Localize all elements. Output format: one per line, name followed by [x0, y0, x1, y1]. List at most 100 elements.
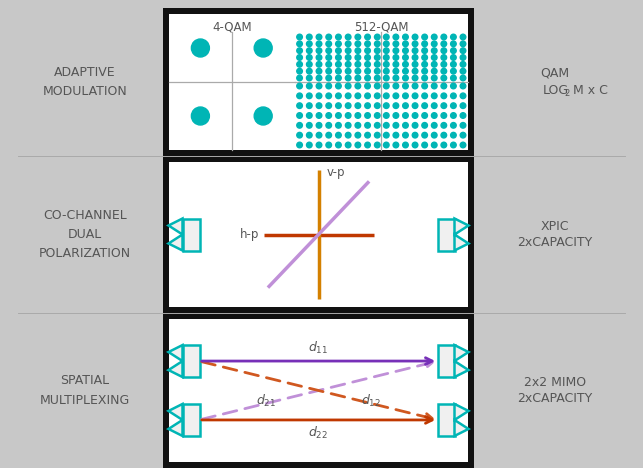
Circle shape	[451, 61, 457, 67]
Circle shape	[374, 55, 380, 60]
Circle shape	[403, 142, 408, 148]
Polygon shape	[168, 345, 183, 361]
Circle shape	[403, 123, 408, 128]
Bar	[169, 14, 468, 150]
Circle shape	[345, 142, 351, 148]
Circle shape	[307, 123, 312, 128]
Text: $d_{11}$: $d_{11}$	[309, 340, 329, 356]
Circle shape	[393, 48, 399, 53]
Polygon shape	[168, 420, 183, 436]
Circle shape	[336, 123, 341, 128]
Circle shape	[307, 83, 312, 89]
Circle shape	[403, 132, 408, 138]
Circle shape	[383, 93, 389, 99]
Circle shape	[412, 68, 418, 74]
Circle shape	[431, 55, 437, 60]
Circle shape	[307, 48, 312, 53]
Circle shape	[441, 83, 447, 89]
Circle shape	[451, 41, 457, 47]
Polygon shape	[455, 345, 469, 361]
Circle shape	[254, 107, 272, 125]
Circle shape	[316, 75, 322, 81]
Circle shape	[355, 142, 361, 148]
Text: $d_{12}$: $d_{12}$	[361, 393, 381, 409]
Circle shape	[374, 132, 380, 138]
Text: M x C: M x C	[569, 83, 608, 96]
Circle shape	[412, 132, 418, 138]
Circle shape	[336, 55, 341, 60]
Circle shape	[431, 68, 437, 74]
Text: $d_{21}$: $d_{21}$	[256, 393, 276, 409]
Circle shape	[451, 93, 457, 99]
Text: h-p: h-p	[240, 228, 260, 241]
Circle shape	[355, 132, 361, 138]
Circle shape	[345, 68, 351, 74]
Circle shape	[355, 48, 361, 53]
Circle shape	[431, 41, 437, 47]
Circle shape	[393, 83, 399, 89]
Circle shape	[365, 41, 370, 47]
Circle shape	[307, 41, 312, 47]
Circle shape	[451, 75, 457, 81]
Circle shape	[345, 103, 351, 109]
Circle shape	[383, 68, 389, 74]
Circle shape	[355, 68, 361, 74]
Circle shape	[403, 34, 408, 40]
Circle shape	[374, 123, 380, 128]
Circle shape	[422, 93, 428, 99]
Circle shape	[412, 123, 418, 128]
Circle shape	[403, 75, 408, 81]
Circle shape	[441, 123, 447, 128]
Text: CO-CHANNEL
DUAL
POLARIZATION: CO-CHANNEL DUAL POLARIZATION	[39, 209, 131, 260]
Circle shape	[307, 34, 312, 40]
Circle shape	[326, 113, 332, 118]
Circle shape	[460, 34, 466, 40]
Bar	[169, 319, 468, 462]
Circle shape	[383, 123, 389, 128]
Circle shape	[460, 113, 466, 118]
Text: 2xCAPACITY: 2xCAPACITY	[518, 236, 593, 249]
Circle shape	[451, 55, 457, 60]
Circle shape	[403, 83, 408, 89]
Circle shape	[422, 75, 428, 81]
Circle shape	[383, 75, 389, 81]
Circle shape	[365, 68, 370, 74]
Circle shape	[431, 61, 437, 67]
Circle shape	[374, 41, 380, 47]
Circle shape	[316, 113, 322, 118]
Circle shape	[422, 34, 428, 40]
Text: $d_{22}$: $d_{22}$	[309, 425, 329, 441]
Circle shape	[374, 48, 380, 53]
Circle shape	[316, 142, 322, 148]
Circle shape	[460, 103, 466, 109]
Polygon shape	[455, 234, 469, 250]
Circle shape	[307, 132, 312, 138]
Circle shape	[422, 68, 428, 74]
Polygon shape	[168, 234, 183, 250]
Circle shape	[460, 83, 466, 89]
Text: QAM: QAM	[540, 66, 570, 80]
Circle shape	[441, 142, 447, 148]
Circle shape	[422, 142, 428, 148]
Polygon shape	[455, 404, 469, 420]
Circle shape	[316, 68, 322, 74]
Text: LOG: LOG	[543, 83, 569, 96]
Circle shape	[393, 68, 399, 74]
Circle shape	[297, 68, 302, 74]
Circle shape	[374, 75, 380, 81]
Circle shape	[383, 55, 389, 60]
Circle shape	[336, 103, 341, 109]
Circle shape	[345, 123, 351, 128]
Circle shape	[460, 123, 466, 128]
Circle shape	[451, 68, 457, 74]
Circle shape	[431, 132, 437, 138]
Circle shape	[336, 132, 341, 138]
Circle shape	[365, 132, 370, 138]
Circle shape	[326, 75, 332, 81]
Circle shape	[383, 48, 389, 53]
Circle shape	[374, 83, 380, 89]
Circle shape	[336, 93, 341, 99]
Circle shape	[412, 55, 418, 60]
Circle shape	[441, 34, 447, 40]
Circle shape	[355, 83, 361, 89]
